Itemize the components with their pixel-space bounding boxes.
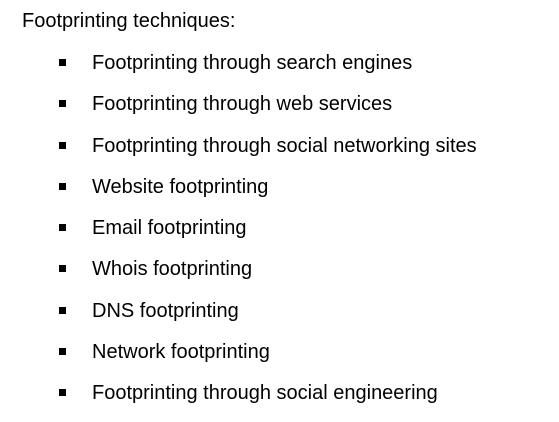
square-bullet-icon (59, 306, 66, 314)
square-bullet-icon (59, 100, 66, 108)
list-item-text: Network footprinting (92, 341, 270, 364)
square-bullet-icon (59, 389, 66, 397)
list-item: Website footprinting (0, 174, 559, 215)
list-item-text: Whois footprinting (92, 258, 253, 281)
list-item-text: Footprinting through web services (92, 93, 393, 116)
list-item-text: Website footprinting (92, 175, 269, 198)
list-item-text: Footprinting through search engines (92, 52, 413, 74)
list-item: Footprinting through social engineering (0, 380, 559, 421)
square-bullet-icon (59, 141, 66, 149)
section-heading: Footprinting techniques: (22, 10, 236, 32)
bullet-list: Footprinting through search engines Foot… (0, 50, 559, 422)
square-bullet-icon (59, 182, 66, 190)
square-bullet-icon (59, 348, 66, 356)
list-item: Email footprinting (0, 215, 559, 256)
list-item: Network footprinting (0, 339, 559, 380)
list-item: Footprinting through social networking s… (0, 133, 559, 174)
list-item-text: Email footprinting (92, 217, 247, 240)
list-item: Footprinting through web services (0, 91, 559, 132)
list-item: Whois footprinting (0, 256, 559, 297)
list-item: DNS footprinting (0, 298, 559, 339)
square-bullet-icon (59, 224, 66, 232)
list-item-text: Footprinting through social networking s… (92, 134, 477, 157)
list-item-text: Footprinting through social engineering (92, 382, 438, 405)
square-bullet-icon (59, 265, 66, 273)
list-item-text: DNS footprinting (92, 299, 239, 322)
list-item: Footprinting through search engines (0, 50, 559, 91)
square-bullet-icon (59, 59, 66, 66)
